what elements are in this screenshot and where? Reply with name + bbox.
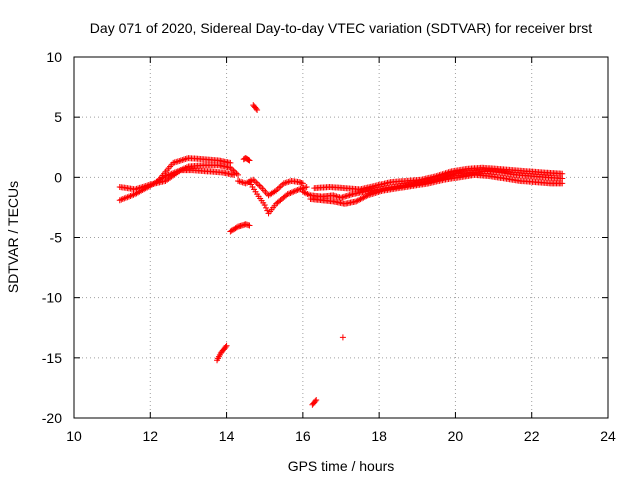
x-tick-label: 10 (66, 428, 82, 444)
data-point (363, 193, 370, 200)
axis-ticks (73, 56, 609, 419)
data-point (294, 186, 301, 193)
data-point (290, 188, 297, 195)
y-tick-label: 5 (54, 109, 62, 125)
data-point (299, 180, 306, 187)
data-point (284, 191, 291, 198)
x-axis-label: GPS time / hours (288, 458, 395, 474)
data-point (291, 188, 298, 195)
data-point (222, 344, 229, 351)
data-point (288, 189, 295, 196)
data-point (559, 180, 566, 187)
data-point (227, 159, 234, 166)
data-point (256, 182, 263, 189)
data-point (293, 187, 300, 194)
x-tick-labels: 10 12 14 16 18 20 22 24 (66, 428, 616, 444)
x-tick-label: 12 (142, 428, 158, 444)
data-point (559, 170, 566, 177)
data-point (254, 181, 261, 188)
data-point (286, 190, 293, 197)
y-tick-label: -5 (50, 230, 63, 246)
x-tick-label: 18 (371, 428, 387, 444)
data-point (231, 171, 238, 178)
data-point (277, 183, 284, 190)
y-tick-label: 10 (46, 49, 62, 65)
y-tick-label: -10 (42, 290, 62, 306)
x-tick-label: 14 (219, 428, 235, 444)
x-tick-label: 20 (448, 428, 464, 444)
data-point (246, 157, 253, 164)
chart-title: Day 071 of 2020, Sidereal Day-to-day VTE… (90, 20, 592, 36)
data-point (245, 156, 252, 163)
data-point (339, 334, 346, 341)
data-point (261, 202, 268, 209)
y-tick-labels: -20 -15 -10 -5 0 5 10 (42, 49, 62, 426)
data-point (253, 105, 260, 112)
x-tick-label: 16 (295, 428, 311, 444)
data-points (116, 102, 566, 408)
data-point (262, 204, 269, 211)
data-point (251, 178, 258, 185)
data-point (246, 222, 253, 229)
y-tick-label: -15 (42, 350, 62, 366)
y-axis-label: SDTVAR / TECUs (5, 181, 21, 293)
y-tick-label: 0 (54, 169, 62, 185)
data-point (264, 207, 271, 214)
data-point (312, 398, 319, 405)
data-point (276, 184, 283, 191)
data-point (313, 396, 320, 403)
x-tick-label: 24 (600, 428, 616, 444)
data-point (223, 342, 230, 349)
data-point (254, 106, 261, 113)
data-point (233, 224, 240, 231)
data-point (303, 183, 310, 190)
data-point (287, 189, 294, 196)
grid (74, 57, 608, 418)
y-tick-label: -20 (42, 410, 62, 426)
x-tick-label: 22 (524, 428, 540, 444)
